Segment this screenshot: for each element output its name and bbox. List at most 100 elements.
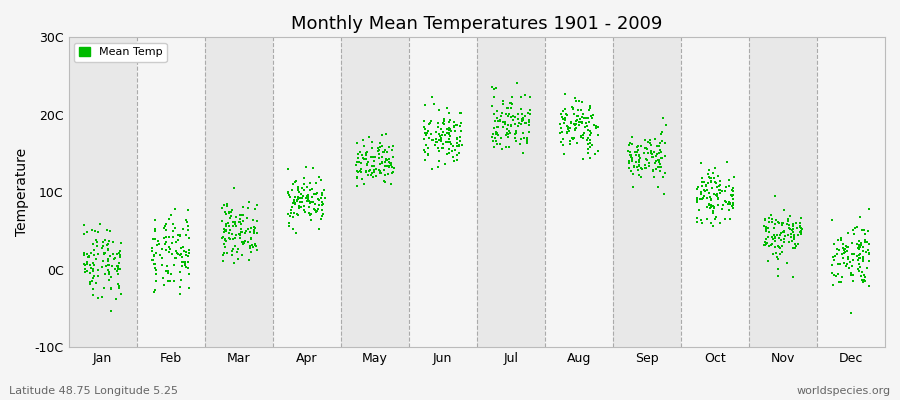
Point <box>431 120 446 126</box>
Point <box>216 257 230 264</box>
Point <box>104 308 118 314</box>
Point <box>781 222 796 228</box>
Point <box>379 157 393 164</box>
Point <box>176 244 190 250</box>
Point <box>494 135 508 142</box>
Point <box>248 242 263 248</box>
Point <box>832 260 846 267</box>
Point <box>514 118 528 124</box>
Point <box>431 164 446 170</box>
Point <box>237 240 251 247</box>
Point <box>219 210 233 217</box>
Point <box>242 199 256 206</box>
Point <box>282 222 296 229</box>
Point <box>702 167 716 173</box>
Point <box>176 259 190 266</box>
Point <box>777 229 791 235</box>
Point <box>725 185 740 192</box>
Point <box>307 206 321 212</box>
Point <box>508 138 523 144</box>
Point <box>302 194 316 200</box>
Point <box>765 216 779 222</box>
Point <box>500 131 515 137</box>
Point <box>625 152 639 158</box>
Point <box>485 133 500 140</box>
Point <box>499 144 513 150</box>
Point <box>350 168 365 174</box>
Point <box>842 259 857 266</box>
Point <box>851 257 866 264</box>
Point <box>356 155 371 161</box>
Point <box>102 271 116 278</box>
Point <box>708 164 723 171</box>
Point <box>90 273 104 279</box>
Point <box>245 242 259 248</box>
Point <box>302 191 316 198</box>
Point <box>625 134 639 140</box>
Point <box>436 120 451 127</box>
Point <box>87 252 102 258</box>
Point <box>839 243 853 249</box>
Point <box>774 249 788 255</box>
Point <box>166 262 181 268</box>
Point <box>112 264 126 270</box>
Point <box>582 131 597 138</box>
Point <box>581 119 596 125</box>
Point <box>490 114 504 121</box>
Point <box>234 226 248 232</box>
Point <box>359 152 374 158</box>
Point <box>520 136 535 143</box>
Point <box>148 265 162 271</box>
Point <box>356 143 371 149</box>
Point <box>861 247 876 254</box>
Point <box>379 156 393 162</box>
Point <box>314 202 328 209</box>
Point <box>652 150 667 156</box>
Point <box>516 117 530 123</box>
Bar <box>204 37 273 347</box>
Point <box>431 158 446 164</box>
Point <box>653 155 668 162</box>
Point <box>315 190 329 197</box>
Point <box>561 129 575 135</box>
Point <box>768 234 782 240</box>
Point <box>496 98 510 104</box>
Point <box>111 265 125 271</box>
Point <box>450 140 464 146</box>
Point <box>365 154 380 160</box>
Point <box>490 138 504 145</box>
Point <box>658 153 672 159</box>
Point <box>281 165 295 172</box>
Point <box>518 92 532 99</box>
Point <box>220 203 234 210</box>
Point <box>225 207 239 213</box>
Point <box>641 138 655 145</box>
Point <box>442 119 456 126</box>
Point <box>304 217 319 224</box>
Point <box>310 208 324 214</box>
Point <box>576 155 590 162</box>
Point <box>582 155 597 161</box>
Point <box>833 235 848 241</box>
Point <box>240 239 255 245</box>
Point <box>428 142 443 148</box>
Point <box>710 193 724 200</box>
Point <box>382 156 396 163</box>
Point <box>852 214 867 220</box>
Point <box>841 230 855 236</box>
Point <box>645 154 660 160</box>
Point <box>833 279 848 285</box>
Point <box>287 197 302 203</box>
Point <box>244 236 258 242</box>
Point <box>80 258 94 265</box>
Point <box>218 237 232 243</box>
Point <box>219 244 233 251</box>
Point <box>145 245 159 251</box>
Point <box>700 216 715 222</box>
Point <box>695 179 709 185</box>
Bar <box>681 37 749 347</box>
Point <box>844 270 859 276</box>
Point <box>420 130 435 136</box>
Point <box>418 132 433 138</box>
Point <box>384 170 399 176</box>
